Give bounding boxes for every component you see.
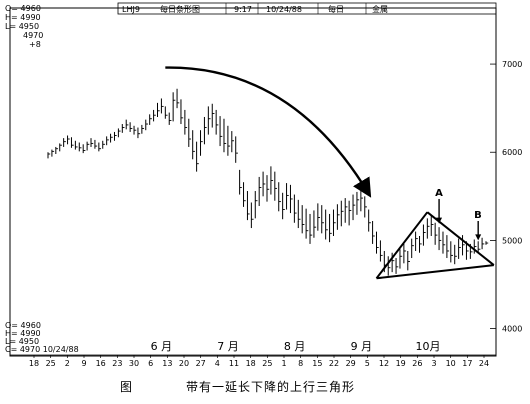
x-tick-label: 1 (281, 359, 286, 368)
arrow-label: A (435, 188, 443, 199)
month-label: 9 月 (351, 340, 373, 353)
x-tick-label: 24 (479, 359, 489, 368)
x-tick-label: 4 (215, 359, 220, 368)
x-tick-label: 10 (446, 359, 456, 368)
readout-open: O= 4960 (5, 321, 41, 330)
x-tick-label: 20 (179, 359, 189, 368)
arrow-label: B (474, 210, 482, 221)
x-tick-label: 12 (379, 359, 389, 368)
x-tick-label: 19 (396, 359, 406, 368)
chart-annotations: AB (165, 66, 495, 280)
y-tick-label: 6000 (502, 148, 522, 157)
readout-change: +8 (29, 40, 41, 49)
header-commodity: 金属 (372, 4, 388, 14)
x-tick-label: 3 (431, 359, 436, 368)
figure-label: 图 (120, 380, 134, 394)
header-chart-kind: 每日条形图 (160, 4, 200, 14)
x-tick-label: 18 (29, 359, 39, 368)
down-arrowhead-icon (475, 234, 482, 241)
x-tick-label: 13 (162, 359, 172, 368)
x-tick-label: 23 (112, 359, 122, 368)
readout-high: H= 4990 (5, 329, 41, 338)
x-tick-label: 27 (196, 359, 206, 368)
down-arrowhead-icon (436, 217, 443, 224)
header-period: 每日 (328, 4, 344, 14)
header-symbol: LHJ9 (122, 5, 140, 14)
x-tick-label: 17 (462, 359, 472, 368)
figure-caption: 图 带有一延长下降的上行三角形 (0, 378, 530, 396)
readout-top: O= 4960 H= 4990 L= 4950 4970 +8 (5, 4, 43, 49)
header-date: 10/24/88 (266, 5, 302, 14)
month-label: 10月 (416, 340, 441, 353)
x-tick-label: 16 (96, 359, 106, 368)
triangle-rising-side (375, 211, 429, 279)
month-label: 7 月 (217, 340, 239, 353)
x-tick-label: 5 (365, 359, 370, 368)
y-tick-label: 5000 (502, 236, 522, 245)
x-tick-label: 18 (246, 359, 256, 368)
x-tick-label: 26 (412, 359, 422, 368)
y-tick-label: 7000 (502, 60, 522, 69)
x-tick-label: 30 (129, 359, 139, 368)
x-tick-label: 9 (81, 359, 86, 368)
price-bars (47, 88, 489, 276)
x-tick-label: 8 (298, 359, 303, 368)
x-tick-label: 22 (329, 359, 339, 368)
x-tick-label: 15 (312, 359, 322, 368)
x-tick-label: 11 (229, 359, 239, 368)
readout-close-date: C= 4970 10/24/88 (5, 345, 79, 354)
readout-close: 4970 (23, 31, 43, 40)
readout-bottom: O= 4960 H= 4990 L= 4950 C= 4970 10/24/88 (5, 321, 79, 354)
price-axis: 4000 5000 6000 7000 (490, 60, 522, 334)
triangle-base-line (376, 264, 494, 280)
readout-low: L= 4950 (5, 337, 39, 346)
x-tick-label: 25 (262, 359, 272, 368)
y-tick-label: 4000 (502, 325, 522, 334)
x-tick-label: 29 (346, 359, 356, 368)
downtrend-arrow-icon (165, 66, 372, 198)
x-tick-label: 25 (46, 359, 56, 368)
month-label: 6 月 (151, 340, 173, 353)
readout-open: O= 4960 (5, 4, 41, 13)
month-label: 8 月 (284, 340, 306, 353)
figure-title: 带有一延长下降的上行三角形 (186, 380, 356, 394)
date-axis: 18 25 2 9 16 23 30 6 13 20 27 4 11 18 25 1 8 15 22 29 5 12 19 2… (29, 340, 489, 368)
readout-high: H= 4990 (5, 13, 41, 22)
plot-frame (9, 7, 497, 357)
x-tick-label: 2 (65, 359, 70, 368)
x-tick-label: 6 (148, 359, 153, 368)
readout-low: L= 4950 (5, 22, 39, 31)
header-time: 9:17 (234, 5, 252, 14)
